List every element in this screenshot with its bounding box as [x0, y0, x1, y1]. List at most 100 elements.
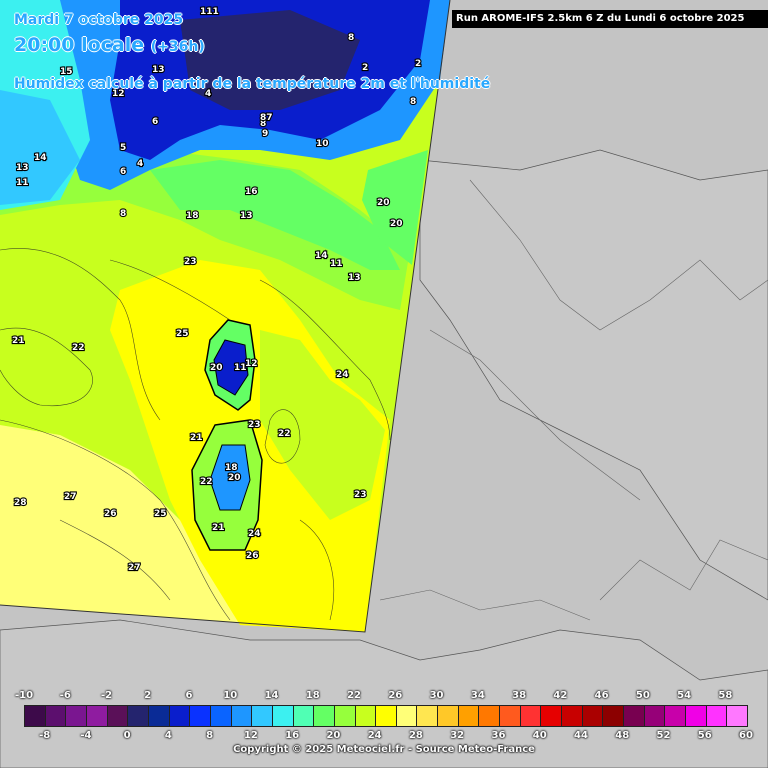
map-value-label: 2 [415, 59, 421, 69]
legend-tick-label: 30 [429, 690, 444, 701]
legend-tick-label: 44 [574, 730, 588, 741]
copyright-text: Copyright © 2025 Meteociel.fr - Source M… [233, 744, 535, 755]
zone-west-blue [0, 90, 80, 205]
map-value-label: 23 [354, 490, 367, 500]
legend-tick-label: -6 [59, 690, 71, 701]
legend-swatch [355, 706, 377, 726]
legend-tick-label: 20 [326, 730, 341, 741]
legend-tick-label: 34 [470, 690, 485, 701]
map-value-label: 22 [72, 343, 85, 353]
legend-tick-label: 28 [408, 730, 423, 741]
map-value-label: 8 [410, 97, 416, 107]
legend-swatch [107, 706, 129, 726]
map-value-label: 14 [34, 153, 47, 163]
map-value-label: 2 [362, 63, 368, 73]
legend-tick-label: 24 [367, 730, 382, 741]
legend-tick-label: 48 [615, 730, 630, 741]
legend-swatch [66, 706, 87, 726]
legend-bottom-ticks: -8 -4 0 4 8 12 16 20 24 28 32 36 40 44 48 52 56 60 [0, 730, 768, 744]
map-value-label: 6 [152, 117, 158, 127]
map-value-label: 20 [390, 219, 403, 229]
map-value-label: 8 [348, 33, 354, 43]
legend-swatch [128, 706, 149, 726]
map-value-label: 23 [248, 420, 261, 430]
map-value-label: 8 [120, 209, 126, 219]
map-value-label: 15 [60, 67, 73, 77]
legend-tick-label: 26 [388, 690, 403, 701]
map-value-label: 18 [186, 211, 199, 221]
background-land [419, 149, 768, 601]
legend-swatch [169, 706, 191, 726]
zone-light-green [150, 160, 400, 270]
legend-swatch [86, 706, 108, 726]
legend-swatch [210, 706, 232, 726]
zone-adriatic-green [362, 150, 428, 265]
legend-tick-label: 36 [491, 730, 506, 741]
map-value-label: 13 [16, 163, 29, 173]
legend-tick-label: 12 [243, 730, 258, 741]
legend-tick-label: -4 [80, 730, 92, 741]
map-value-label: 4 [205, 89, 211, 99]
legend-tick-label: 46 [594, 690, 609, 701]
map-value-label: 6 [120, 167, 126, 177]
map-value-label: 22 [200, 477, 213, 487]
map-value-label: 10 [316, 139, 329, 149]
map-value-label: 21 [212, 523, 225, 533]
legend-tick-label: 60 [739, 730, 753, 741]
map-value-label: 28 [14, 498, 27, 508]
legend-top-ticks: -10 -6 -2 2 6 10 14 18 22 26 30 34 38 42 46 50 54 58 [0, 690, 768, 704]
map-value-label: 22 [278, 429, 291, 439]
map-value-label: 21 [190, 433, 203, 443]
legend-swatch [376, 706, 397, 726]
legend-tick-label: 50 [635, 690, 650, 701]
forecast-time: 20:00 locale (+36h) [14, 34, 205, 56]
legend-tick-label: 56 [697, 730, 712, 741]
map-value-label: 14 [315, 251, 328, 261]
forecast-date: Mardi 7 octobre 2025 [14, 12, 184, 28]
map-description: Humidex calculé à partir de la températu… [14, 76, 491, 92]
map-value-label: 27 [64, 492, 77, 502]
legend-tick-label: 6 [185, 690, 193, 701]
legend-swatch [417, 706, 439, 726]
legend-swatch [190, 706, 211, 726]
legend-swatch [25, 706, 46, 726]
island-sardinia-core [209, 444, 251, 511]
map-value-label: 8 [260, 119, 266, 129]
map-value-label: 12 [112, 89, 125, 99]
legend-tick-label: 8 [206, 730, 214, 741]
legend-tick-label: -2 [100, 690, 113, 701]
legend-swatch [541, 706, 563, 726]
map-value-label: 11 [234, 363, 247, 373]
legend-tick-label: 18 [305, 690, 320, 701]
map-value-label: 20 [377, 198, 390, 208]
legend-tick-label: 58 [718, 690, 733, 701]
map-value-label: 13 [348, 273, 361, 283]
legend-swatch [686, 706, 707, 726]
forecast-time-local: 20:00 locale [14, 34, 145, 56]
legend-tick-label: 40 [532, 730, 547, 741]
map-value-label: 16 [245, 187, 258, 197]
island-corsica-core [213, 339, 249, 396]
legend-swatch [644, 706, 666, 726]
legend-swatch [396, 706, 418, 726]
legend-tick-label: 16 [285, 730, 300, 741]
map-value-label: 20 [228, 473, 241, 483]
legend-tick-label: 32 [450, 730, 465, 741]
legend-swatch [45, 706, 67, 726]
zone-warm [0, 425, 365, 632]
map-value-label: 20 [210, 363, 223, 373]
legend-swatch [582, 706, 604, 726]
map-value-label: 24 [248, 529, 261, 539]
legend-tick-label: 2 [144, 690, 152, 701]
legend-swatch [293, 706, 315, 726]
legend-swatch [562, 706, 583, 726]
map-value-label: 25 [154, 509, 167, 519]
legend-swatch [706, 706, 728, 726]
map-value-label: 27 [128, 563, 141, 573]
zone-alps-coldest [180, 10, 360, 110]
map-value-label: 5 [120, 143, 126, 153]
map-value-label: 23 [184, 257, 197, 267]
map-value-label: 18 [225, 463, 238, 473]
legend-swatch [231, 706, 253, 726]
